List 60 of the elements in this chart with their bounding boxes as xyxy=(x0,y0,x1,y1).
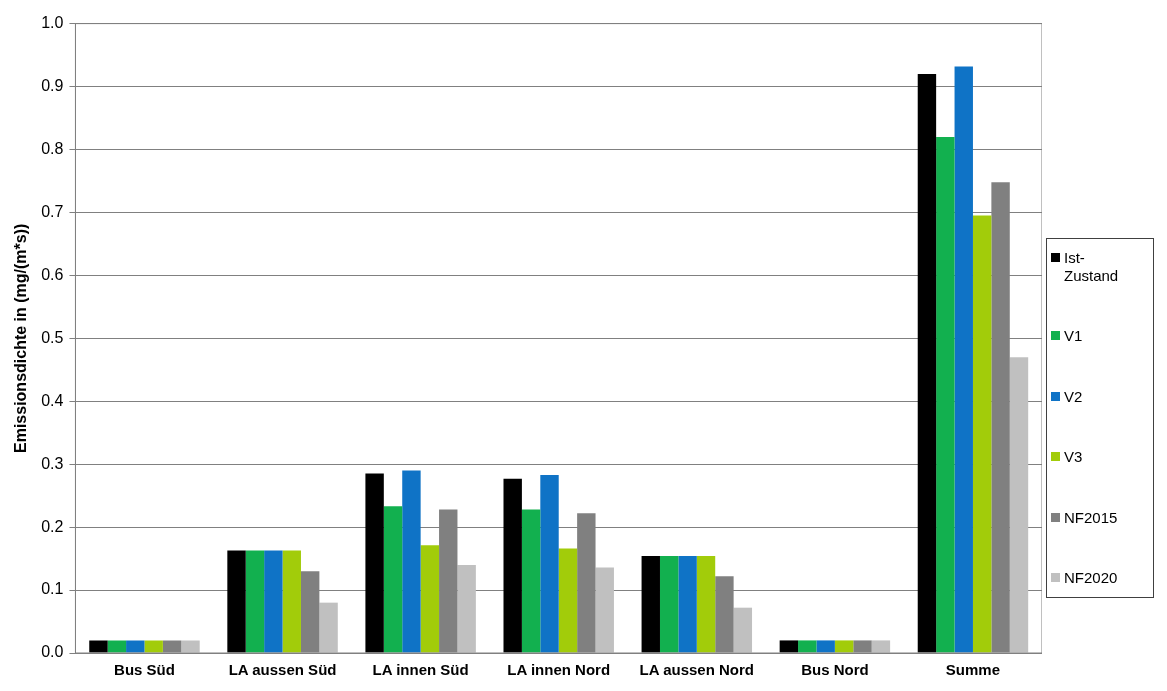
bar xyxy=(954,66,973,653)
bar xyxy=(972,215,992,653)
y-tick-label: 0.2 xyxy=(41,517,64,535)
y-tick-label: 1.0 xyxy=(41,14,64,32)
x-tick-label: Summe xyxy=(945,661,1001,679)
bar xyxy=(282,550,301,653)
y-tick-label: 0.9 xyxy=(41,76,64,94)
y-tick-label: 0.3 xyxy=(41,454,64,472)
legend-label: NF2015 xyxy=(1064,508,1119,527)
bar xyxy=(365,473,384,653)
bar xyxy=(641,556,660,653)
bar xyxy=(227,550,246,653)
bar xyxy=(834,640,854,653)
bar xyxy=(595,567,614,653)
legend-label: V1 xyxy=(1064,327,1084,346)
bar xyxy=(917,73,937,653)
legend-label: V3 xyxy=(1064,448,1084,467)
bar xyxy=(798,640,817,653)
y-tick-label: 0.8 xyxy=(41,139,64,157)
x-tick-label: Bus Süd xyxy=(114,661,175,679)
legend-label: Ist-Zustand xyxy=(1064,249,1120,285)
bar xyxy=(89,640,108,653)
bar xyxy=(181,640,200,653)
bar xyxy=(659,556,679,653)
bar xyxy=(521,509,541,653)
legend-label: NF2020 xyxy=(1064,568,1119,587)
bar xyxy=(540,474,559,653)
bar xyxy=(503,478,522,653)
bar xyxy=(457,564,476,653)
y-tick-label: 0.4 xyxy=(41,391,64,409)
y-tick-label: 0.5 xyxy=(41,328,64,346)
bar xyxy=(1009,357,1029,653)
bar xyxy=(779,640,799,653)
bar xyxy=(264,550,283,653)
bar xyxy=(383,506,403,653)
bar xyxy=(733,607,753,653)
bar xyxy=(319,602,338,653)
bar xyxy=(402,470,421,653)
y-tick-label: 0.7 xyxy=(41,202,64,220)
legend-label: V2 xyxy=(1064,387,1084,406)
bar xyxy=(245,550,265,653)
y-tick-label: 0.0 xyxy=(41,643,64,661)
y-axis-title: Emissionsdichte in (mg/(m*s)) xyxy=(12,223,30,453)
bar xyxy=(107,640,127,653)
bar xyxy=(816,640,835,653)
bar xyxy=(678,556,697,653)
x-tick-label: LA aussen Süd xyxy=(228,661,337,679)
bar xyxy=(871,640,891,653)
x-tick-label: LA innen Nord xyxy=(507,661,611,679)
bar xyxy=(420,545,440,653)
x-tick-label: Bus Nord xyxy=(801,661,869,679)
bar xyxy=(144,640,163,653)
y-tick-label: 0.1 xyxy=(41,580,64,598)
x-tick-label: LA innen Süd xyxy=(372,661,469,679)
bar xyxy=(936,136,955,653)
y-tick-label: 0.6 xyxy=(41,265,64,283)
bar xyxy=(558,548,578,653)
bar xyxy=(126,640,145,653)
x-tick-label: LA aussen Nord xyxy=(639,661,755,679)
bar xyxy=(696,556,716,653)
